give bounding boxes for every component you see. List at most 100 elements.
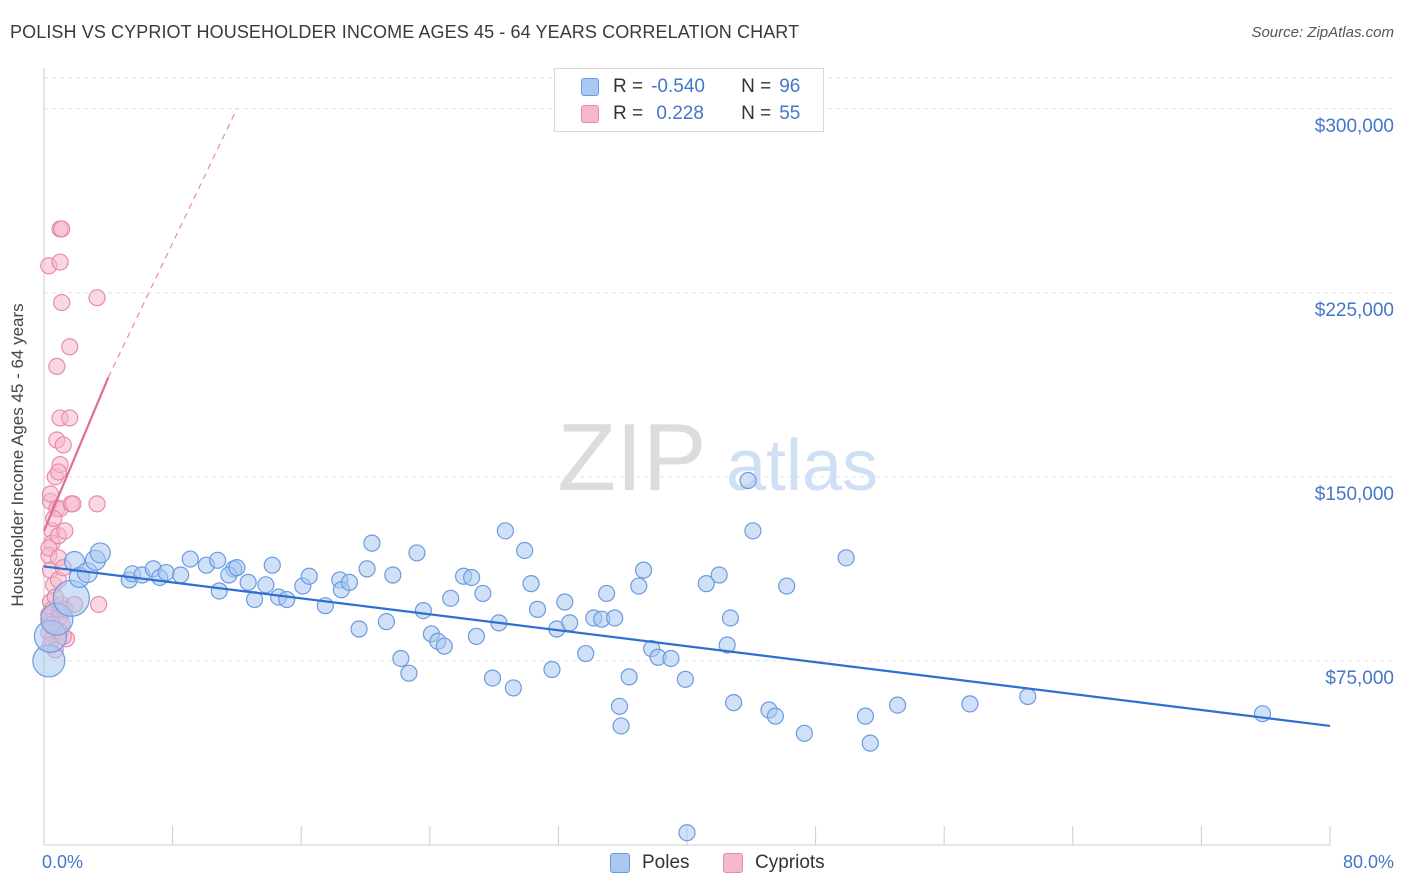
watermark-zip: ZIP (557, 404, 706, 511)
bottom-poles-swatch (610, 853, 630, 873)
poles-point-95 (710, 566, 728, 584)
poles-point-62 (561, 614, 579, 632)
bottom-legend-cypriots: Cypriots (723, 852, 825, 874)
poles-point-59 (543, 660, 561, 679)
poles-point-25 (257, 576, 275, 594)
cypriots-point-42 (61, 338, 79, 356)
poles-point-8 (89, 542, 111, 564)
bottom-cypriots-label: Cypriots (755, 852, 825, 873)
poles-point-55 (504, 679, 522, 697)
poles-point-72 (634, 561, 653, 579)
poles-point-23 (239, 573, 257, 591)
poles-point-41 (400, 664, 418, 682)
cypriots-point-35 (53, 220, 71, 238)
poles-points (32, 471, 1272, 842)
poles-point-34 (340, 573, 359, 591)
poles-point-57 (522, 575, 540, 593)
cypriots-r-label: R = (613, 103, 644, 124)
cypriots-n-value: 55 (779, 103, 801, 124)
cypriots-trend-extension (107, 108, 238, 378)
cypriots-point-18 (48, 357, 66, 375)
cypriots-point-48 (88, 495, 106, 513)
poles-point-43 (414, 602, 432, 620)
poles-point-80 (721, 609, 740, 627)
poles-point-88 (837, 549, 855, 567)
poles-point-46 (435, 637, 453, 655)
cypriots-point-47 (88, 289, 106, 307)
poles-point-56 (516, 541, 534, 560)
poles-point-68 (610, 697, 629, 715)
cypriots-n-label: N = (741, 103, 772, 124)
poles-point-16 (181, 550, 199, 568)
poles-point-79 (718, 636, 736, 654)
poles-point-67 (606, 609, 624, 627)
poles-point-82 (739, 471, 757, 490)
watermark-atlas: atlas (726, 426, 878, 506)
bottom-cypriots-swatch (723, 853, 743, 873)
poles-point-40 (392, 649, 410, 668)
bottom-poles-label: Poles (642, 852, 690, 873)
poles-point-39 (384, 566, 402, 584)
y-tick-label-1: $150,000 (1314, 483, 1394, 505)
poles-point-90 (861, 734, 879, 752)
poles-point-47 (442, 589, 460, 607)
y-tick-label-2: $225,000 (1314, 299, 1394, 321)
poles-point-70 (620, 668, 638, 686)
bottom-legend-poles: Poles (610, 852, 690, 874)
poles-point-38 (377, 613, 395, 631)
poles-point-93 (1019, 687, 1037, 706)
poles-point-50 (467, 627, 486, 645)
poles-point-87 (795, 724, 813, 742)
poles-point-42 (408, 544, 426, 562)
cypriots-point-43 (61, 409, 79, 427)
poles-point-71 (630, 577, 648, 595)
poles-point-85 (766, 707, 785, 725)
y-axis-label: Householder Income Ages 45 - 64 years (8, 303, 27, 607)
poles-point-18 (209, 551, 227, 569)
cypriots-trend-line (42, 377, 110, 532)
poles-point-63 (577, 644, 595, 663)
x-tick-label-min: 0.0% (42, 852, 84, 872)
poles-point-58 (528, 600, 547, 618)
legend-row-poles: R = -0.540 N = 96 (581, 75, 800, 99)
poles-point-49 (462, 568, 481, 587)
poles-point-51 (474, 584, 492, 603)
poles-point-37 (363, 534, 381, 552)
poles-point-14 (157, 563, 175, 582)
poles-point-83 (744, 522, 762, 540)
trend-lines (42, 108, 1331, 728)
cypriots-swatch (581, 105, 599, 123)
cypriots-point-49 (90, 595, 108, 614)
poles-point-61 (556, 593, 574, 611)
poles-point-78 (697, 575, 715, 593)
poles-point-52 (483, 669, 502, 687)
cypriots-point-26 (51, 253, 69, 271)
poles-point-54 (496, 522, 514, 540)
correlation-legend: R = -0.540 N = 96 R = 0.228 N = 55 (554, 68, 824, 132)
poles-point-30 (300, 567, 318, 585)
cypriots-point-45 (64, 495, 82, 513)
poles-point-76 (676, 670, 694, 688)
poles-swatch (581, 78, 599, 96)
poles-r-label: R = (613, 76, 644, 97)
poles-point-81 (725, 694, 743, 712)
poles-point-35 (350, 620, 368, 638)
poles-point-22 (228, 559, 246, 577)
poles-n-value: 96 (779, 76, 801, 97)
poles-point-77 (678, 824, 696, 842)
chart-source: Source: ZipAtlas.com (1251, 24, 1394, 41)
poles-point-66 (598, 584, 616, 603)
poles-point-36 (358, 560, 376, 578)
poles-point-28 (278, 590, 296, 609)
poles-point-91 (888, 696, 907, 714)
watermark: ZIP atlas (557, 404, 878, 511)
y-tick-label-3: $300,000 (1314, 115, 1394, 137)
poles-point-69 (612, 717, 630, 735)
poles-trend-line (43, 565, 1331, 728)
legend-row-cypriots: R = 0.228 N = 55 (581, 102, 800, 126)
cypriots-point-37 (54, 436, 72, 454)
poles-n-label: N = (741, 76, 772, 97)
poles-point-20 (210, 582, 228, 600)
poles-point-86 (778, 577, 796, 595)
